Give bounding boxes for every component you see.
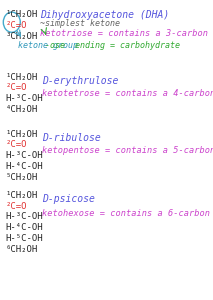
- Text: ²C=O: ²C=O: [6, 202, 27, 211]
- Text: ketohexose = contains a 6-carbon chain: ketohexose = contains a 6-carbon chain: [42, 209, 213, 218]
- Text: ³CH₂OH: ³CH₂OH: [6, 32, 38, 41]
- Text: H-⁴C-OH: H-⁴C-OH: [6, 223, 43, 232]
- Text: H-⁴C-OH: H-⁴C-OH: [6, 162, 43, 171]
- Text: D-ribulose: D-ribulose: [42, 133, 101, 143]
- Text: ²C=O: ²C=O: [6, 21, 27, 30]
- Text: ⁶CH₂OH: ⁶CH₂OH: [6, 244, 38, 253]
- Text: D-erythrulose: D-erythrulose: [42, 76, 118, 86]
- Text: -ose  ending = carbohydrate: -ose ending = carbohydrate: [45, 40, 180, 50]
- Text: ketotetrose = contains a 4-carbon chain: ketotetrose = contains a 4-carbon chain: [42, 89, 213, 98]
- Text: ²C=O: ²C=O: [6, 140, 27, 149]
- Text: ⁴CH₂OH: ⁴CH₂OH: [6, 105, 38, 114]
- Text: Dihydroxyacetone (DHA): Dihydroxyacetone (DHA): [40, 10, 169, 20]
- Text: ketone group: ketone group: [18, 40, 78, 50]
- Text: H-³C-OH: H-³C-OH: [6, 151, 43, 160]
- Text: H-³C-OH: H-³C-OH: [6, 212, 43, 221]
- Text: ~simplest ketone: ~simplest ketone: [40, 19, 120, 28]
- Text: ⁵CH₂OH: ⁵CH₂OH: [6, 172, 38, 182]
- Text: ¹CH₂OH: ¹CH₂OH: [6, 191, 38, 200]
- Text: ketotriose = contains a 3-carbon chain: ketotriose = contains a 3-carbon chain: [40, 29, 213, 38]
- Text: D-psicose: D-psicose: [42, 194, 95, 204]
- Text: ¹CH₂OH: ¹CH₂OH: [6, 73, 38, 82]
- Text: H-⁵C-OH: H-⁵C-OH: [6, 234, 43, 243]
- Text: ketopentose = contains a 5-carbon chain: ketopentose = contains a 5-carbon chain: [42, 146, 213, 155]
- Text: ²C=O: ²C=O: [6, 83, 27, 92]
- Text: ¹CH₂OH: ¹CH₂OH: [6, 10, 38, 19]
- Text: H-³C-OH: H-³C-OH: [6, 94, 43, 103]
- Text: ¹CH₂OH: ¹CH₂OH: [6, 130, 38, 139]
